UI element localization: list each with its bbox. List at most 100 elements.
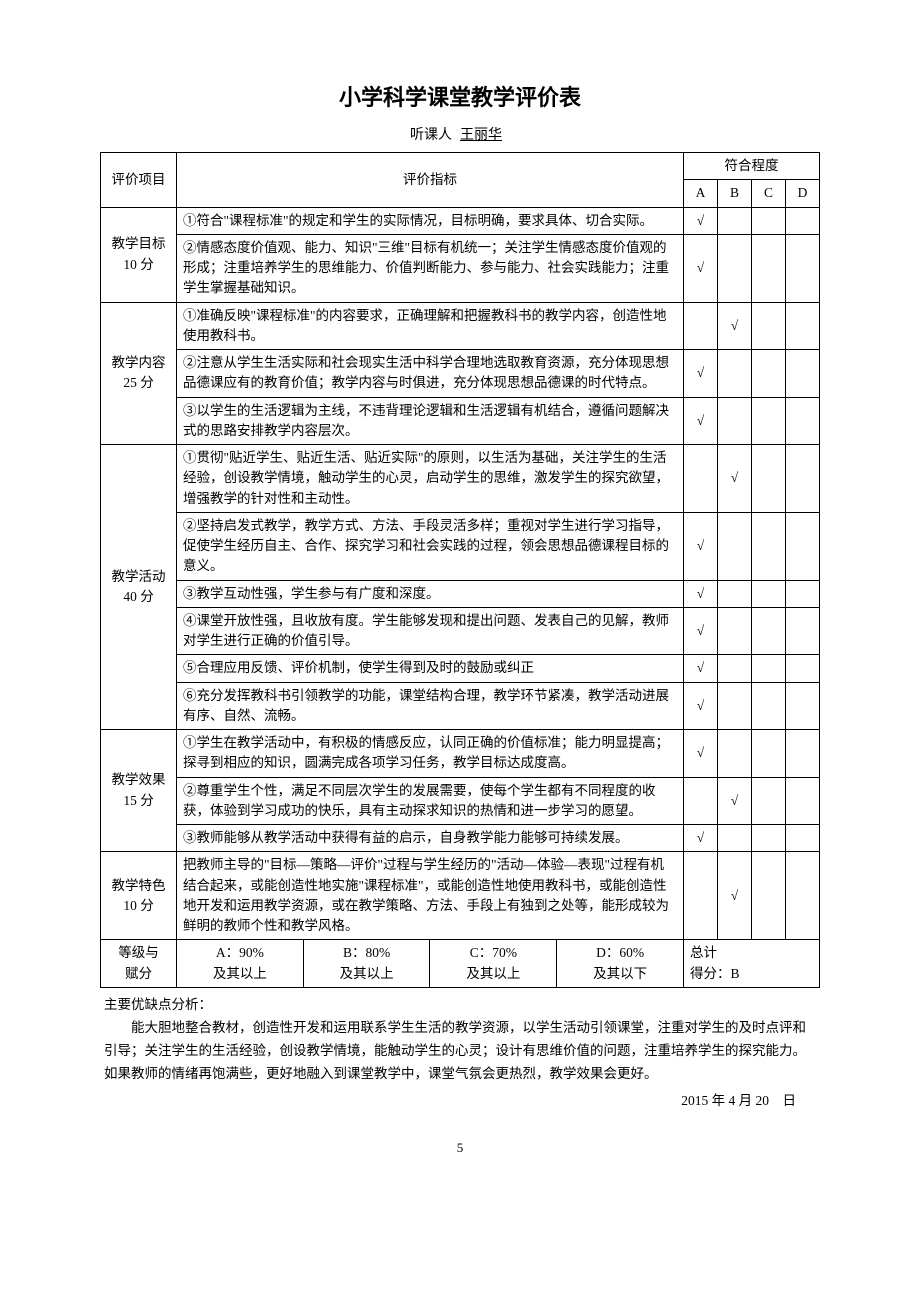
category-cell: 教学内容 25 分: [101, 302, 177, 445]
grade-cell-a: √: [684, 580, 718, 607]
grade-cell-d: [786, 682, 820, 730]
header-b: B: [718, 180, 752, 207]
grade-cell-b: [718, 730, 752, 778]
indicator-cell: ②情感态度价值观、能力、知识"三维"目标有机统一；关注学生情感态度价值观的形成；…: [177, 234, 684, 302]
indicator-cell: ②坚持启发式教学，教学方式、方法、手段灵活多样；重视对学生进行学习指导，促使学生…: [177, 512, 684, 580]
grade-cell-d: [786, 302, 820, 350]
grade-cell-a: [684, 852, 718, 940]
table-row: 教学效果 15 分①学生在教学活动中，有积极的情感反应，认同正确的价值标准；能力…: [101, 730, 820, 778]
grade-cell-a: [684, 777, 718, 825]
grade-cell-a: √: [684, 397, 718, 445]
grade-a-cell: A：90% 及其以上: [177, 940, 303, 987]
total-score: 总计 得分：B: [684, 940, 820, 988]
indicator-cell: ③教师能够从教学活动中获得有益的启示，自身教学能力能够可持续发展。: [177, 825, 684, 852]
grade-cell-c: [752, 730, 786, 778]
table-row: 教学特色 10 分把教师主导的"目标—策略—评价"过程与学生经历的"活动—体验—…: [101, 852, 820, 940]
grade-cell-a: √: [684, 234, 718, 302]
grade-cell-d: [786, 655, 820, 682]
table-row: 教学目标 10 分①符合"课程标准"的规定和学生的实际情况，目标明确，要求具体、…: [101, 207, 820, 234]
grade-cell-c: [752, 777, 786, 825]
analysis-body: 能大胆地整合教材，创造性开发和运用联系学生生活的教学资源，以学生活动引领课堂，注…: [104, 1017, 816, 1086]
header-degree: 符合程度: [684, 153, 820, 180]
category-cell: 教学效果 15 分: [101, 730, 177, 852]
grade-cell-c: [752, 397, 786, 445]
grade-cell-d: [786, 350, 820, 398]
grade-cell-d: [786, 512, 820, 580]
grade-cell-b: [718, 207, 752, 234]
table-row: ③教师能够从教学活动中获得有益的启示，自身教学能力能够可持续发展。√: [101, 825, 820, 852]
grade-cell-d: [786, 825, 820, 852]
grade-cell-c: [752, 825, 786, 852]
grade-cell-b: [718, 397, 752, 445]
table-row: ②注意从学生生活实际和社会现实生活中科学合理地选取教育资源，充分体现思想品德课应…: [101, 350, 820, 398]
grade-cell-d: [786, 852, 820, 940]
grade-b-cell: B：80% 及其以上: [303, 940, 430, 987]
grade-cell-b: [718, 825, 752, 852]
grade-cell-b: [718, 655, 752, 682]
grade-cell-a: √: [684, 825, 718, 852]
grade-cell-b: [718, 682, 752, 730]
grade-cell-a: √: [684, 607, 718, 655]
grade-cell-c: [752, 580, 786, 607]
grade-cell-b: √: [718, 445, 752, 513]
indicator-cell: ③教学互动性强，学生参与有广度和深度。: [177, 580, 684, 607]
header-a: A: [684, 180, 718, 207]
grade-cell-d: [786, 607, 820, 655]
table-row: ⑤合理应用反馈、评价机制，使学生得到及时的鼓励或纠正√: [101, 655, 820, 682]
page-number: 5: [100, 1140, 820, 1156]
category-cell: 教学目标 10 分: [101, 207, 177, 302]
indicator-cell: ①学生在教学活动中，有积极的情感反应，认同正确的价值标准；能力明显提高；探寻到相…: [177, 730, 684, 778]
grade-cell-b: √: [718, 777, 752, 825]
indicator-cell: ②尊重学生个性，满足不同层次学生的发展需要，使每个学生都有不同程度的收获，体验到…: [177, 777, 684, 825]
table-row: ③以学生的生活逻辑为主线，不违背理论逻辑和生活逻辑有机结合，遵循问题解决式的思路…: [101, 397, 820, 445]
page-title: 小学科学课堂教学评价表: [100, 80, 820, 112]
analysis-block: 主要优缺点分析： 能大胆地整合教材，创造性开发和运用联系学生生活的教学资源，以学…: [100, 988, 820, 1113]
grade-cell-c: [752, 852, 786, 940]
grade-cell-b: [718, 607, 752, 655]
header-c: C: [752, 180, 786, 207]
header-category: 评价项目: [101, 153, 177, 208]
grade-cell-c: [752, 512, 786, 580]
grade-cell-d: [786, 445, 820, 513]
grade-cell-d: [786, 234, 820, 302]
grade-cell-a: √: [684, 682, 718, 730]
grade-cell-a: √: [684, 207, 718, 234]
analysis-label: 主要优缺点分析：: [104, 994, 816, 1017]
grade-cell-a: √: [684, 350, 718, 398]
grade-cell-c: [752, 234, 786, 302]
table-row: ②情感态度价值观、能力、知识"三维"目标有机统一；关注学生情感态度价值观的形成；…: [101, 234, 820, 302]
grade-cell-b: [718, 512, 752, 580]
grade-cell-a: [684, 302, 718, 350]
table-row: ④课堂开放性强，且收放有度。学生能够发现和提出问题、发表自己的见解，教师对学生进…: [101, 607, 820, 655]
grade-cell-c: [752, 607, 786, 655]
header-indicator: 评价指标: [177, 153, 684, 208]
grade-cell-c: [752, 445, 786, 513]
grade-cell-b: [718, 350, 752, 398]
grade-d-cell: D：60% 及其以下: [557, 940, 683, 987]
grade-cell-c: [752, 207, 786, 234]
indicator-cell: ①贯彻"贴近学生、贴近生活、贴近实际"的原则，以生活为基础，关注学生的生活经验，…: [177, 445, 684, 513]
table-row: ②尊重学生个性，满足不同层次学生的发展需要，使每个学生都有不同程度的收获，体验到…: [101, 777, 820, 825]
grade-cell-c: [752, 655, 786, 682]
indicator-cell: ③以学生的生活逻辑为主线，不违背理论逻辑和生活逻辑有机结合，遵循问题解决式的思路…: [177, 397, 684, 445]
category-cell: 教学活动 40 分: [101, 445, 177, 730]
grade-cell-c: [752, 682, 786, 730]
grade-cell-d: [786, 580, 820, 607]
header-d: D: [786, 180, 820, 207]
header-row-1: 评价项目 评价指标 符合程度: [101, 153, 820, 180]
indicator-cell: ④课堂开放性强，且收放有度。学生能够发现和提出问题、发表自己的见解，教师对学生进…: [177, 607, 684, 655]
grade-cell-d: [786, 207, 820, 234]
table-row: 教学内容 25 分①准确反映"课程标准"的内容要求，正确理解和把握教科书的教学内…: [101, 302, 820, 350]
grade-cell-b: √: [718, 302, 752, 350]
indicator-cell: ①符合"课程标准"的规定和学生的实际情况，目标明确，要求具体、切合实际。: [177, 207, 684, 234]
indicator-cell: ①准确反映"课程标准"的内容要求，正确理解和把握教科书的教学内容，创造性地使用教…: [177, 302, 684, 350]
indicator-cell: ⑥充分发挥教科书引领教学的功能，课堂结构合理，教学环节紧凑，教学活动进展有序、自…: [177, 682, 684, 730]
table-row: 教学活动 40 分①贯彻"贴近学生、贴近生活、贴近实际"的原则，以生活为基础，关…: [101, 445, 820, 513]
evaluation-table: 评价项目 评价指标 符合程度 A B C D 教学目标 10 分①符合"课程标准…: [100, 152, 820, 988]
grade-cell-a: √: [684, 730, 718, 778]
grade-cell-b: [718, 580, 752, 607]
grade-cell-c: [752, 350, 786, 398]
date-line: 2015 年 4 月 20 日: [104, 1090, 816, 1113]
grade-cell-d: [786, 730, 820, 778]
indicator-cell: ②注意从学生生活实际和社会现实生活中科学合理地选取教育资源，充分体现思想品德课应…: [177, 350, 684, 398]
